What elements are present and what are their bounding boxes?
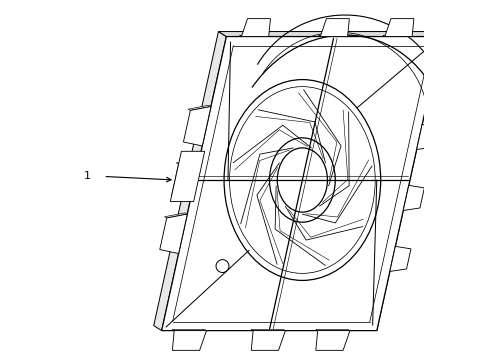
Polygon shape <box>183 107 211 146</box>
Polygon shape <box>240 35 269 37</box>
Polygon shape <box>251 329 285 330</box>
Polygon shape <box>316 330 350 350</box>
Polygon shape <box>176 159 199 164</box>
Polygon shape <box>171 151 205 202</box>
Polygon shape <box>369 32 441 330</box>
Polygon shape <box>160 214 187 253</box>
Polygon shape <box>219 32 441 37</box>
Polygon shape <box>165 213 187 218</box>
Polygon shape <box>320 19 349 37</box>
Polygon shape <box>429 67 450 92</box>
Polygon shape <box>172 330 206 350</box>
Polygon shape <box>188 105 211 111</box>
Polygon shape <box>242 19 270 37</box>
Polygon shape <box>162 37 441 330</box>
Polygon shape <box>318 35 347 37</box>
Polygon shape <box>251 330 285 350</box>
Polygon shape <box>403 185 424 211</box>
Polygon shape <box>172 160 199 200</box>
Polygon shape <box>154 32 226 330</box>
Polygon shape <box>390 246 411 271</box>
Polygon shape <box>416 125 438 149</box>
Polygon shape <box>172 329 206 330</box>
Polygon shape <box>385 19 414 37</box>
Polygon shape <box>383 35 412 37</box>
Polygon shape <box>316 329 350 330</box>
Text: 1: 1 <box>84 171 91 181</box>
